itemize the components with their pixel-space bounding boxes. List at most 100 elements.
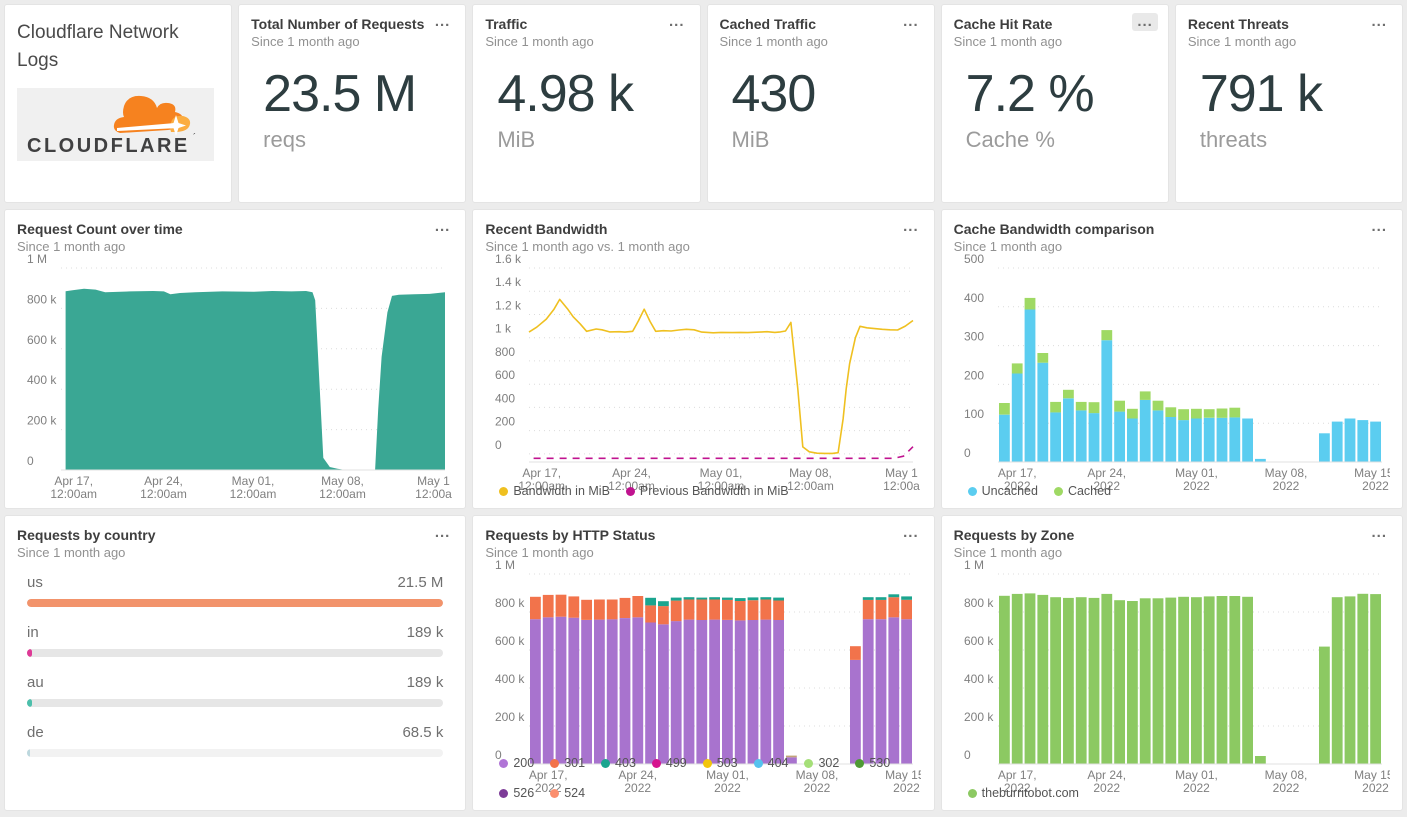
http-status-legend: 200 301 403 499 503 404 302 530 526 524 <box>485 752 921 804</box>
panel-subtitle: Since 1 month ago <box>485 545 594 561</box>
svg-text:600 k: 600 k <box>964 634 994 648</box>
panel-menu-icon[interactable]: ... <box>903 13 919 30</box>
svg-text:May 01,: May 01, <box>1175 466 1218 480</box>
panel-title[interactable]: Cache Bandwidth comparison <box>953 221 1155 237</box>
legend-dot-icon <box>967 788 977 798</box>
svg-text:1 M: 1 M <box>27 254 47 266</box>
legend-dot-icon <box>499 486 509 496</box>
panel-title[interactable]: Requests by Zone <box>953 527 1075 543</box>
panel-menu-icon[interactable]: ... <box>668 13 685 30</box>
legend-dot-icon <box>651 758 661 768</box>
panel-menu-icon[interactable]: ... <box>1371 13 1387 30</box>
stat-value: 23.5 M <box>263 65 417 124</box>
legend-item[interactable]: Bandwidth in MiB <box>499 484 610 498</box>
legend-item[interactable]: 200 <box>499 756 534 770</box>
svg-text:Apr 17,: Apr 17, <box>523 466 562 480</box>
country-value: 189 k <box>406 624 444 642</box>
panel-menu-icon[interactable]: ... <box>1371 524 1387 541</box>
top-row: Cloudflare Network Logs CLOUDFLARE ´ <box>4 4 1403 203</box>
svg-text:May 15,: May 15, <box>885 768 921 782</box>
panel-title[interactable]: Cached Traffic <box>719 16 816 32</box>
legend-item[interactable]: 404 <box>753 756 788 770</box>
legend-item[interactable]: 524 <box>550 786 585 800</box>
zone-legend: theburritobot.com <box>954 782 1390 804</box>
svg-text:May 08,: May 08, <box>321 474 364 488</box>
country-label: de <box>27 724 44 742</box>
panel-subtitle: Since 1 month ago vs. 1 month ago <box>485 239 690 255</box>
stat-value: 7.2 % <box>965 65 1095 124</box>
panel-menu-icon[interactable]: ... <box>1371 218 1387 235</box>
bandwidth-legend: Bandwidth in MiB Previous Bandwidth in Mi… <box>485 480 921 502</box>
legend-dot-icon <box>499 758 509 768</box>
panel-title[interactable]: Requests by country <box>17 527 156 543</box>
cache-bandwidth-chart[interactable]: 500 400 300 200 100 0 Apr 17, 2022 Apr 24, 2022 Ma… <box>954 254 1390 493</box>
panel-brand: Cloudflare Network Logs CLOUDFLARE ´ <box>4 4 233 203</box>
stat-value: 791 k <box>1199 65 1323 124</box>
legend-item[interactable]: 302 <box>804 756 839 770</box>
gauge-track <box>27 649 444 658</box>
panel-title[interactable]: Recent Threats <box>1187 16 1289 32</box>
svg-text:400 k: 400 k <box>27 373 57 387</box>
stat-unit: Cache % <box>965 126 1055 152</box>
legend-label: Cached <box>1067 484 1112 498</box>
panel-title[interactable]: Requests by HTTP Status <box>485 527 656 543</box>
zone-chart[interactable]: 1 M 800 k 600 k 400 k 200 k 0 Apr 17, 2022 Apr 2… <box>954 560 1390 795</box>
legend-item[interactable]: 403 <box>601 756 636 770</box>
panel-menu-icon[interactable]: ... <box>903 218 919 235</box>
svg-text:500: 500 <box>964 254 984 266</box>
legend-label: 302 <box>818 756 840 770</box>
country-label: in <box>27 624 39 642</box>
legend-label: theburritobot.com <box>981 786 1079 800</box>
panel-menu-icon[interactable]: ... <box>1132 13 1158 31</box>
http-status-chart[interactable]: 1 M 800 k 600 k 400 k 200 k 0 Apr 17, 2022 Apr 2… <box>485 560 921 795</box>
stat-unit: reqs <box>263 126 306 152</box>
request-count-chart[interactable]: 1 M 800 k 600 k 400 k 200 k 0 Apr 17, 12:00am Ap… <box>17 254 453 502</box>
panel-title[interactable]: Total Number of Requests <box>251 16 425 32</box>
stat-unit: MiB <box>731 126 770 152</box>
panel-menu-icon[interactable]: ... <box>434 13 451 30</box>
svg-text:12:00a: 12:00a <box>883 479 920 493</box>
legend-item[interactable]: Cached <box>1053 484 1112 498</box>
panel-menu-icon[interactable]: ... <box>434 218 451 235</box>
country-value: 189 k <box>406 674 444 692</box>
stat-unit: threats <box>1199 126 1268 152</box>
svg-text:Apr 17,: Apr 17, <box>998 466 1037 480</box>
svg-text:Apr 17,: Apr 17, <box>529 768 568 782</box>
legend-item[interactable]: 526 <box>499 786 534 800</box>
panel-title[interactable]: Request Count over time <box>17 221 183 237</box>
panel-menu-icon[interactable]: ... <box>903 524 919 541</box>
legend-item[interactable]: 499 <box>651 756 687 770</box>
middle-row: Request Count over time Since 1 month ag… <box>4 209 1403 509</box>
panel-menu-icon[interactable]: ... <box>434 524 451 541</box>
svg-text:200 k: 200 k <box>27 414 57 428</box>
svg-text:400: 400 <box>964 291 984 305</box>
gauge-track <box>27 699 444 708</box>
svg-text:May 01,: May 01, <box>700 466 743 480</box>
gauge-track <box>27 599 444 608</box>
svg-text:0: 0 <box>964 748 971 762</box>
panel-title[interactable]: Recent Bandwidth <box>485 221 608 237</box>
legend-label: 530 <box>869 756 891 770</box>
country-label: au <box>27 674 44 692</box>
legend-item[interactable]: 503 <box>702 756 738 770</box>
svg-text:2022: 2022 <box>1183 479 1210 493</box>
panel-subtitle: Since 1 month ago <box>485 34 594 50</box>
legend-item[interactable]: Previous Bandwidth in MiB <box>625 484 789 498</box>
svg-text:400 k: 400 k <box>495 672 525 686</box>
legend-item[interactable]: 530 <box>855 756 890 770</box>
svg-text:May 15,: May 15, <box>1354 466 1390 480</box>
panel-title[interactable]: Traffic <box>485 16 528 32</box>
country-row-in: in 189 k <box>27 624 444 658</box>
svg-text:2022: 2022 <box>1004 479 1031 493</box>
panel-title[interactable]: Cache Hit Rate <box>953 16 1053 32</box>
legend-item[interactable]: Uncached <box>967 484 1038 498</box>
svg-text:Apr 17,: Apr 17, <box>998 768 1037 782</box>
legend-item[interactable]: 301 <box>550 756 585 770</box>
svg-text:0: 0 <box>964 446 971 460</box>
dashboard-title: Cloudflare Network Logs <box>17 22 179 71</box>
svg-text:Apr 24,: Apr 24, <box>1087 768 1126 782</box>
legend-item[interactable]: theburritobot.com <box>967 786 1079 800</box>
